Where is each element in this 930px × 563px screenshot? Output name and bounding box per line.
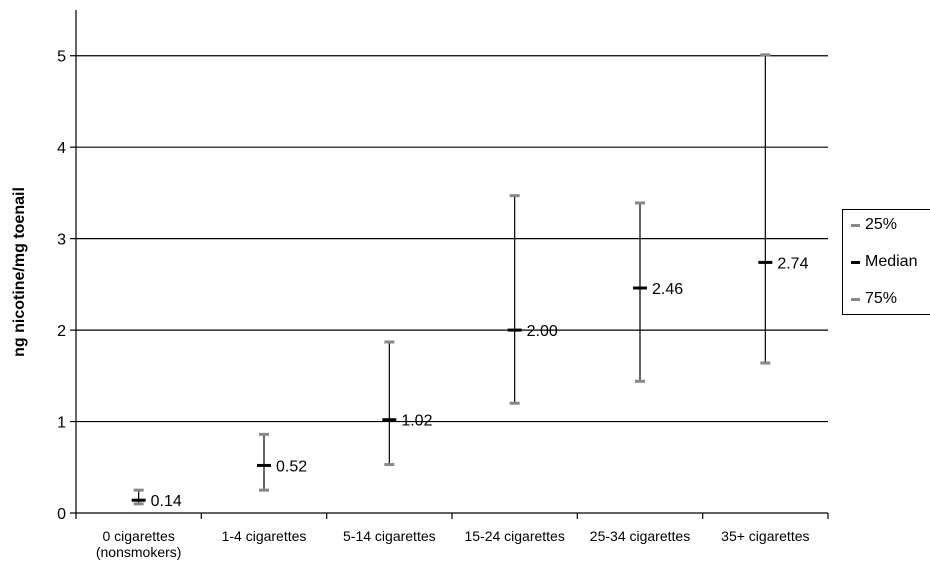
gridlines [76, 55, 828, 423]
x-tick-label: (nonsmokers) [96, 544, 182, 560]
x-tick-label: 0 cigarettes [102, 528, 174, 544]
x-tick-labels: 0 cigarettes(nonsmokers) 1-4 cigarettes 5-… [96, 528, 810, 560]
x-tick-label: 5-14 cigarettes [343, 528, 436, 544]
x-tick-label: 1-4 cigarettes [222, 528, 307, 544]
y-tick-label: 3 [57, 232, 66, 249]
legend-label-25: 25% [865, 216, 898, 233]
median-data-label: 1.02 [401, 413, 432, 430]
legend-item-median: Median [851, 253, 917, 271]
x-tick-label: 15-24 cigarettes [464, 528, 564, 544]
y-tick-label: 4 [57, 140, 66, 157]
legend-item-75: 75% [851, 290, 897, 308]
median-data-label: 2.46 [652, 281, 683, 298]
x-tick-label: 35+ cigarettes [721, 528, 809, 544]
y-axis-label: ng nicotine/mg toenail [11, 187, 28, 357]
median-data-label: 2.74 [777, 255, 808, 272]
y-tick-label: 2 [57, 323, 66, 340]
error-bars: 0.14 0.52 1.02 2.00 2.46 2.74 [131, 53, 809, 510]
legend-item-25: 25% [851, 216, 897, 234]
y-tick-label: 0 [57, 506, 66, 523]
y-tick-label: 1 [57, 415, 66, 432]
legend-label-median: Median [865, 253, 918, 270]
legend-swatch-25 [851, 223, 860, 227]
legend-label-75: 75% [865, 290, 898, 307]
median-data-label: 0.14 [151, 493, 182, 510]
y-tick-labels: 0 1 2 3 4 5 [57, 49, 66, 523]
axes [70, 10, 829, 519]
y-tick-label: 5 [57, 49, 66, 66]
legend: 25% Median 75% [842, 209, 930, 315]
legend-swatch-median [851, 260, 860, 264]
median-data-label: 0.52 [276, 458, 307, 475]
x-tick-label: 25-34 cigarettes [590, 528, 690, 544]
legend-swatch-75 [851, 297, 860, 301]
median-data-label: 2.00 [527, 323, 558, 340]
